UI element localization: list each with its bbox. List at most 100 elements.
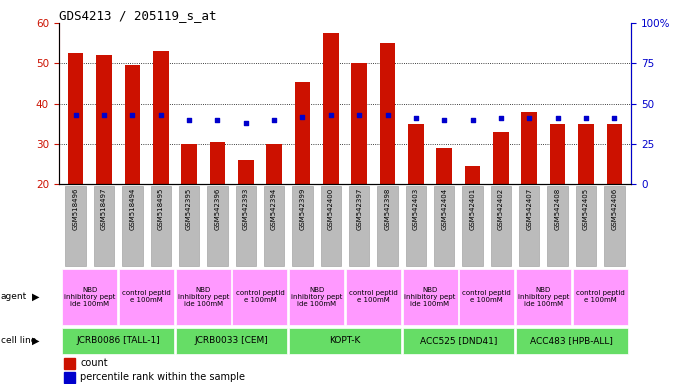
Bar [68,53,83,184]
Text: KOPT-K: KOPT-K [329,336,361,345]
FancyBboxPatch shape [264,186,284,266]
FancyBboxPatch shape [519,186,540,266]
Bar [125,65,140,184]
FancyBboxPatch shape [462,186,483,266]
FancyBboxPatch shape [62,269,117,324]
Point [99,112,110,118]
Bar [96,55,112,184]
Text: GSM542407: GSM542407 [526,188,532,230]
Text: GSM542406: GSM542406 [611,188,618,230]
Text: NBD
inhibitory pept
ide 100mM: NBD inhibitory pept ide 100mM [64,286,115,307]
FancyBboxPatch shape [119,269,174,324]
Point [467,117,478,123]
Text: ▶: ▶ [32,291,39,302]
FancyBboxPatch shape [207,186,228,266]
Text: GSM542395: GSM542395 [186,188,192,230]
Bar [465,166,480,184]
Text: agent: agent [1,292,27,301]
Text: GSM542402: GSM542402 [498,188,504,230]
Point [552,115,563,121]
Bar [607,124,622,184]
Point [127,112,138,118]
Text: GSM542394: GSM542394 [271,188,277,230]
Point [268,117,279,123]
Text: JCRB0086 [TALL-1]: JCRB0086 [TALL-1] [77,336,160,345]
Text: GSM542393: GSM542393 [243,188,249,230]
Text: GDS4213 / 205119_s_at: GDS4213 / 205119_s_at [59,9,216,22]
Bar [64,358,75,369]
Text: percentile rank within the sample: percentile rank within the sample [81,372,246,382]
FancyBboxPatch shape [516,269,571,324]
Text: GSM542397: GSM542397 [356,188,362,230]
Text: NBD
inhibitory pept
ide 100mM: NBD inhibitory pept ide 100mM [291,286,342,307]
Text: GSM542398: GSM542398 [384,188,391,230]
Bar [323,33,339,184]
Text: control peptid
e 100mM: control peptid e 100mM [235,290,284,303]
FancyBboxPatch shape [406,186,426,266]
FancyBboxPatch shape [573,269,628,324]
FancyBboxPatch shape [575,186,596,266]
Point [354,112,365,118]
Text: GSM542396: GSM542396 [215,188,220,230]
Point [297,114,308,120]
Text: JCRB0033 [CEM]: JCRB0033 [CEM] [195,336,268,345]
Bar [380,43,395,184]
FancyBboxPatch shape [460,269,514,324]
Bar [493,132,509,184]
Point [580,115,591,121]
Bar [266,144,282,184]
Text: ▶: ▶ [32,336,39,346]
Text: GSM518494: GSM518494 [129,188,135,230]
Text: GSM542400: GSM542400 [328,188,334,230]
FancyBboxPatch shape [122,186,143,266]
Text: control peptid
e 100mM: control peptid e 100mM [575,290,624,303]
FancyBboxPatch shape [491,186,511,266]
FancyBboxPatch shape [377,186,397,266]
Text: GSM542408: GSM542408 [555,188,561,230]
Text: ACC525 [DND41]: ACC525 [DND41] [420,336,497,345]
FancyBboxPatch shape [547,186,568,266]
FancyBboxPatch shape [233,269,288,324]
Text: control peptid
e 100mM: control peptid e 100mM [122,290,171,303]
Bar [153,51,168,184]
FancyBboxPatch shape [346,269,401,324]
FancyBboxPatch shape [94,186,115,266]
Point [495,115,506,121]
FancyBboxPatch shape [434,186,455,266]
Bar [437,148,452,184]
Bar [295,81,310,184]
FancyBboxPatch shape [293,186,313,266]
Text: NBD
inhibitory pept
ide 100mM: NBD inhibitory pept ide 100mM [404,286,455,307]
FancyBboxPatch shape [289,269,344,324]
Point [382,112,393,118]
Text: count: count [81,358,108,368]
Point [325,112,336,118]
Text: GSM542404: GSM542404 [441,188,447,230]
FancyBboxPatch shape [349,186,369,266]
Bar [64,372,75,382]
Bar [578,124,594,184]
Text: GSM542403: GSM542403 [413,188,419,230]
FancyBboxPatch shape [176,269,230,324]
Point [70,112,81,118]
Text: NBD
inhibitory pept
ide 100mM: NBD inhibitory pept ide 100mM [518,286,569,307]
Text: GSM518497: GSM518497 [101,188,107,230]
Text: control peptid
e 100mM: control peptid e 100mM [462,290,511,303]
Bar [550,124,565,184]
FancyBboxPatch shape [179,186,199,266]
Bar [181,144,197,184]
Text: cell line: cell line [1,336,36,345]
Point [524,115,535,121]
Point [439,117,450,123]
Text: GSM542405: GSM542405 [583,188,589,230]
Text: GSM542401: GSM542401 [470,188,475,230]
Bar [238,160,253,184]
FancyBboxPatch shape [604,186,624,266]
Point [411,115,422,121]
FancyBboxPatch shape [66,186,86,266]
Text: GSM518495: GSM518495 [158,188,164,230]
Text: GSM542399: GSM542399 [299,188,306,230]
Point [212,117,223,123]
Text: NBD
inhibitory pept
ide 100mM: NBD inhibitory pept ide 100mM [177,286,229,307]
Point [609,115,620,121]
